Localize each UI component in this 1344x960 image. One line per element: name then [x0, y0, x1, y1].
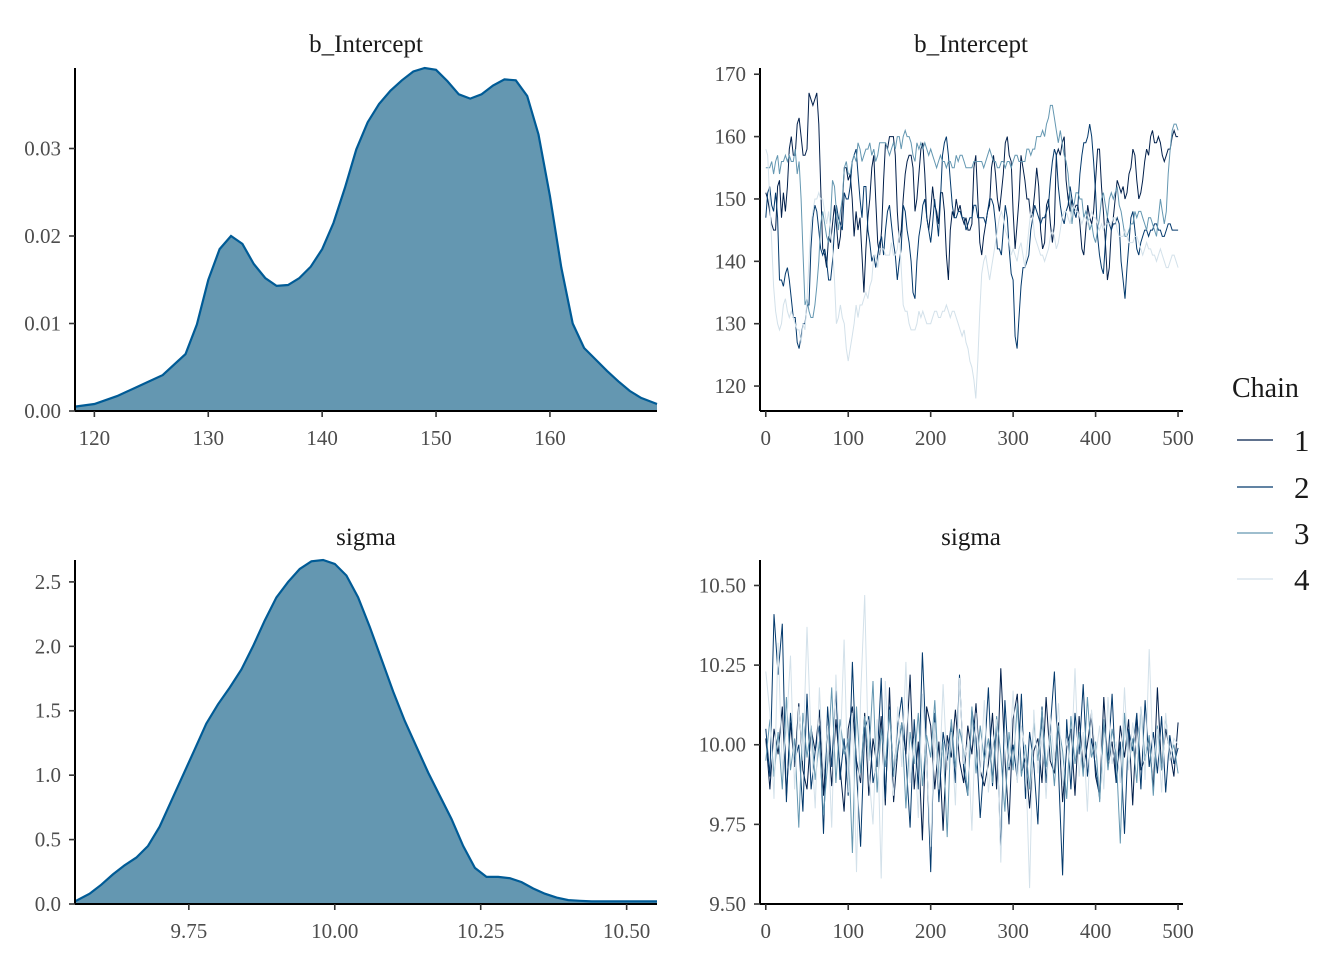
- x-tick-label: 0: [761, 919, 772, 943]
- x-tick-label: 300: [997, 426, 1029, 450]
- x-tick-label: 140: [306, 426, 338, 450]
- x-tick-label: 10.50: [603, 919, 650, 943]
- y-tick-label: 9.50: [709, 892, 746, 916]
- y-tick-label: 150: [715, 187, 747, 211]
- density-area: [75, 560, 657, 904]
- x-tick-label: 500: [1162, 919, 1194, 943]
- x-tick-label: 9.75: [170, 919, 207, 943]
- panel-b-intercept-trace: b_Intercept 0 100 200 300 400 500 120 130 140 150…: [715, 31, 1194, 450]
- trace-line-chain-1: [765, 92, 1179, 293]
- y-tick-label: 160: [715, 125, 747, 149]
- x-tick-label: 0: [761, 426, 772, 450]
- plot-area: 9.75 10.00 10.25 10.50 0.0 0.5 1.0 1.5 2.0 2.5: [35, 558, 657, 943]
- panel-title: b_Intercept: [309, 31, 423, 58]
- y-tick-label: 0.03: [24, 137, 61, 161]
- plot-area: 0 100 200 300 400 500 9.50 9.75 10.00 10.25 10.50: [699, 560, 1194, 943]
- x-tick-label: 300: [997, 919, 1029, 943]
- density-area: [75, 68, 657, 411]
- panel-sigma-trace: sigma 0 100 200 300 400 500 9.50 9.75 10.00 10.25…: [699, 524, 1194, 943]
- y-tick-label: 120: [715, 374, 747, 398]
- y-tick-label: 130: [715, 312, 747, 336]
- x-tick-label: 160: [534, 426, 566, 450]
- x-tick-label: 10.25: [457, 919, 504, 943]
- y-tick-label: 10.50: [699, 573, 746, 597]
- plot-area: 120 130 140 150 160 0.00 0.01 0.02 0.03: [24, 66, 658, 450]
- y-tick-label: 10.25: [699, 653, 746, 677]
- y-tick-label: 1.0: [35, 763, 61, 787]
- y-tick-label: 170: [715, 62, 747, 86]
- panel-title: b_Intercept: [914, 31, 1028, 58]
- y-tick-label: 140: [715, 249, 747, 273]
- panel-sigma-density: sigma 9.75 10.00 10.25 10.50 0.0 0.5 1.0 1.5 2.0…: [35, 524, 657, 943]
- legend-title: Chain: [1232, 373, 1299, 404]
- x-tick-label: 150: [420, 426, 452, 450]
- y-tick-label: 1.5: [35, 699, 61, 723]
- x-tick-label: 10.00: [311, 919, 358, 943]
- y-tick-label: 2.5: [35, 570, 61, 594]
- x-tick-label: 400: [1080, 919, 1112, 943]
- y-tick-label: 2.0: [35, 634, 61, 658]
- x-tick-label: 120: [79, 426, 111, 450]
- density-line: [74, 66, 658, 408]
- y-tick-label: 0.00: [24, 399, 61, 423]
- legend-entry: 3: [1237, 516, 1310, 551]
- x-tick-label: 100: [832, 919, 864, 943]
- legend: Chain 1 2 3 4: [1232, 373, 1310, 597]
- trace-line-chain-4: [765, 148, 1179, 399]
- legend-entry: 1: [1237, 423, 1310, 458]
- plot-area: 0 100 200 300 400 500 120 130 140 150 160 170: [715, 62, 1194, 450]
- legend-label: 2: [1294, 470, 1310, 505]
- y-tick-label: 9.75: [709, 812, 746, 836]
- y-tick-label: 0.02: [24, 224, 61, 248]
- trace-line-chain-4: [765, 594, 1179, 889]
- legend-entry: 2: [1237, 470, 1310, 505]
- y-tick-label: 0.5: [35, 828, 61, 852]
- panel-title: sigma: [336, 524, 396, 551]
- density-line: [74, 558, 657, 903]
- panel-b-intercept-density: b_Intercept 120 130 140 150 160 0.00 0.01 0.02 0…: [24, 31, 658, 450]
- trace-line-chain-3: [765, 104, 1179, 318]
- x-tick-label: 400: [1080, 426, 1112, 450]
- legend-label: 4: [1294, 562, 1310, 597]
- x-tick-label: 500: [1162, 426, 1194, 450]
- panel-title: sigma: [941, 524, 1001, 551]
- legend-entry: 4: [1237, 562, 1310, 597]
- y-tick-label: 0.01: [24, 312, 61, 336]
- x-tick-label: 130: [193, 426, 225, 450]
- x-tick-label: 200: [915, 426, 947, 450]
- y-tick-label: 10.00: [699, 733, 746, 757]
- legend-label: 3: [1294, 516, 1310, 551]
- y-tick-label: 0.0: [35, 892, 61, 916]
- x-tick-label: 200: [915, 919, 947, 943]
- trace-line-chain-3: [765, 680, 1179, 854]
- legend-label: 1: [1294, 423, 1310, 458]
- x-tick-label: 100: [832, 426, 864, 450]
